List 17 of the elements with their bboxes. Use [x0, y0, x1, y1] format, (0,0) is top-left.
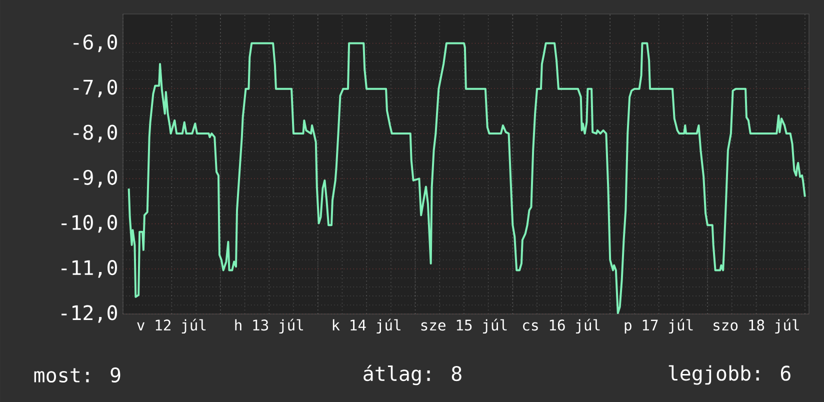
y-tick-label: -6,0: [74, 34, 117, 52]
y-tick-label: -12,0: [62, 305, 117, 323]
y-tick-label: -10,0: [62, 214, 117, 233]
y-tick-label: -11,0: [62, 260, 117, 278]
y-tick-label: -9,0: [74, 170, 117, 188]
text: most: 9: [34, 367, 120, 383]
x-tick-label: v 12 júl: [137, 318, 206, 334]
x-tick-label: k 14 júl: [332, 318, 400, 334]
x-tick-label: h 13 júl: [235, 318, 304, 334]
x-tick-label: sze 15 júl: [421, 318, 507, 334]
y-tick-label: -8,0: [74, 124, 117, 142]
x-tick-label: szo 18 júl: [714, 318, 799, 334]
text: átlag: 8: [364, 364, 462, 386]
x-tick-label: cs 16 júl: [523, 318, 600, 334]
text: legjobb: 6: [668, 365, 790, 385]
x-tick-label: p 17 júl: [624, 318, 693, 334]
y-tick-label: -7,0: [74, 80, 117, 98]
